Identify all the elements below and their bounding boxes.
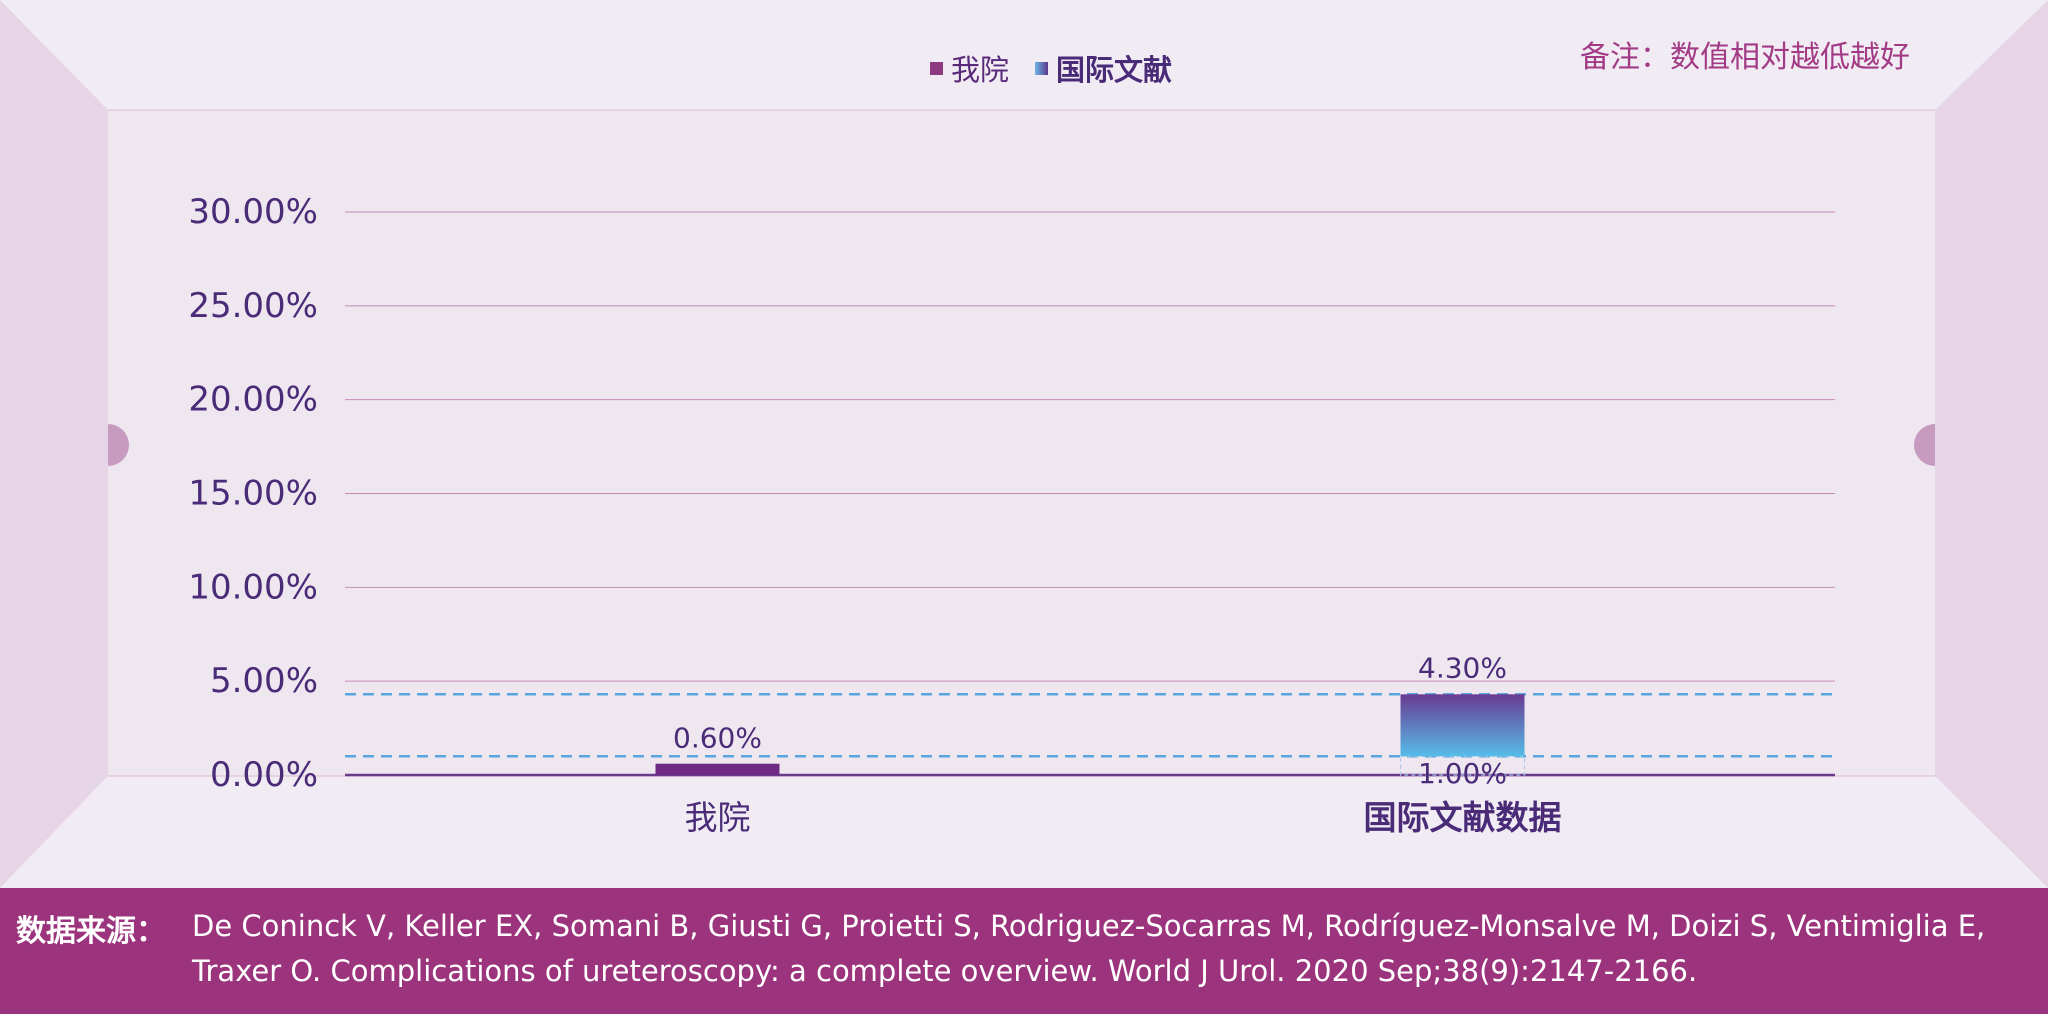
- y-tick-label: 15.00%: [188, 474, 318, 514]
- left-tab-decoration: [108, 424, 129, 466]
- legend-label-ours: 我院: [951, 53, 1010, 87]
- y-tick-label: 25.00%: [188, 286, 318, 326]
- legend-item-intl: 国际文献: [1035, 47, 1172, 89]
- legend-item-ours: 我院: [930, 47, 1009, 89]
- frame-left-wall: [0, 0, 108, 888]
- data-label-ours: 0.60%: [673, 722, 762, 755]
- bar-intl-range: [1400, 694, 1525, 757]
- y-tick-label: 10.00%: [188, 567, 318, 607]
- frame-right-wall: [1935, 0, 2048, 888]
- source-label: 数据来源：: [16, 914, 166, 949]
- frame-floor: [0, 776, 2048, 888]
- right-tab-decoration: [1914, 424, 1935, 466]
- y-tick-label: 30.00%: [188, 192, 318, 232]
- y-tick-label: 20.00%: [188, 380, 318, 420]
- bar-chart: 0.00% 5.00% 10.00% 15.00% 20.00% 25.00% 30.00%…: [188, 192, 1835, 837]
- data-label-intl-low: 1.00%: [1418, 757, 1507, 790]
- x-category-label: 我院: [685, 798, 751, 837]
- chart-legend: 我院 国际文献: [930, 48, 1172, 88]
- legend-label-intl: 国际文献: [1056, 53, 1173, 87]
- bar-ours: [655, 763, 780, 775]
- y-tick-label: 5.00%: [210, 661, 318, 701]
- source-citation: De Coninck V, Keller EX, Somani B, Giust…: [192, 909, 1986, 988]
- y-tick-label: 0.00%: [210, 755, 318, 795]
- source-footer: 数据来源： De Coninck V, Keller EX, Somani B,…: [0, 888, 2048, 1014]
- range-low-outline: [1399, 755, 1526, 776]
- chart-note: 备注：数值相对越低越好: [1580, 40, 1910, 75]
- data-label-intl-high: 4.30%: [1418, 651, 1507, 684]
- x-category-label: 国际文献数据: [1364, 798, 1562, 837]
- legend-swatch-ours: [930, 61, 943, 75]
- frame-top-wall: [0, 0, 2048, 110]
- frame-back-wall: [108, 110, 1935, 776]
- legend-swatch-intl: [1035, 61, 1049, 75]
